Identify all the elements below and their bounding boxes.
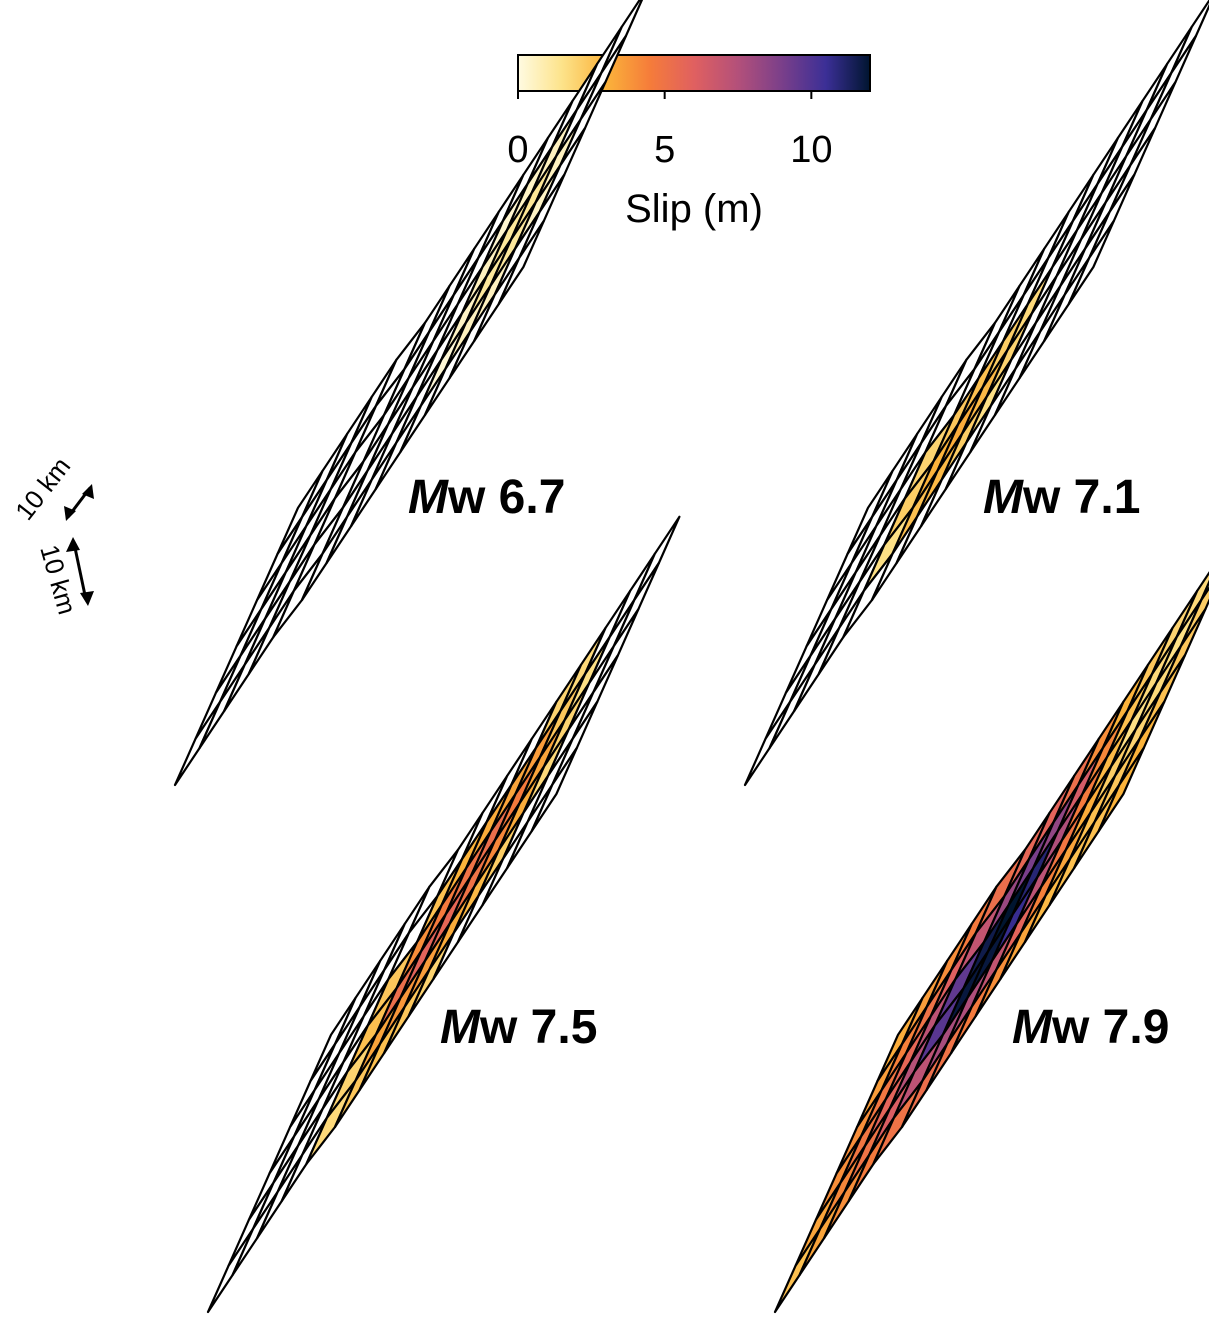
colorbar-gradient [517,54,871,92]
fault-panel-mw75 [206,515,681,1314]
fault-panel-mw67 [173,0,644,787]
colorbar-ticks: 0 5 10 [507,91,832,171]
strike-scale-arrow [64,484,94,521]
slip-patch [1067,219,1116,306]
colorbar-tick-label: 5 [654,129,675,171]
scale-bar: 10 km 10 km [9,451,94,618]
magnitude-label-mw71-m: M [983,471,1024,524]
magnitude-label-mw79-value: w 7.9 [1051,1001,1169,1054]
magnitude-label-mw71: Mw 7.1 [983,471,1140,524]
slip-patch [773,1227,822,1314]
magnitude-label-mw75-value: w 7.5 [479,1001,597,1054]
slip-patch [633,515,681,602]
fault-panel-mw71 [743,0,1209,787]
magnitude-label-mw71-value: w 7.1 [1022,471,1140,524]
slip-patch [173,700,222,787]
magnitude-label-mw67-value: w 6.7 [447,471,565,524]
colorbar-tick-label: 10 [790,129,832,171]
colorbar-label: Slip (m) [625,187,763,231]
dip-scale-arrow [66,537,94,606]
slip-patch [743,700,792,787]
slip-patch [206,1227,255,1314]
slip-patch [1097,746,1146,833]
magnitude-label-mw67-m: M [408,471,449,524]
magnitude-label-mw75-m: M [440,1001,481,1054]
slip-patch [530,746,579,833]
slip-patch [497,219,546,306]
fault-panel-mw79 [773,571,1209,1314]
magnitude-label-mw75: Mw 7.5 [440,1001,597,1054]
colorbar-tick-label: 0 [507,129,528,171]
magnitude-label-mw79: Mw 7.9 [1012,1001,1169,1054]
magnitude-label-mw79-m: M [1012,1001,1053,1054]
magnitude-label-mw67: Mw 6.7 [408,471,565,524]
slip-patch [1170,0,1209,75]
colorbar: 0 5 10 Slip (m) [507,54,871,231]
